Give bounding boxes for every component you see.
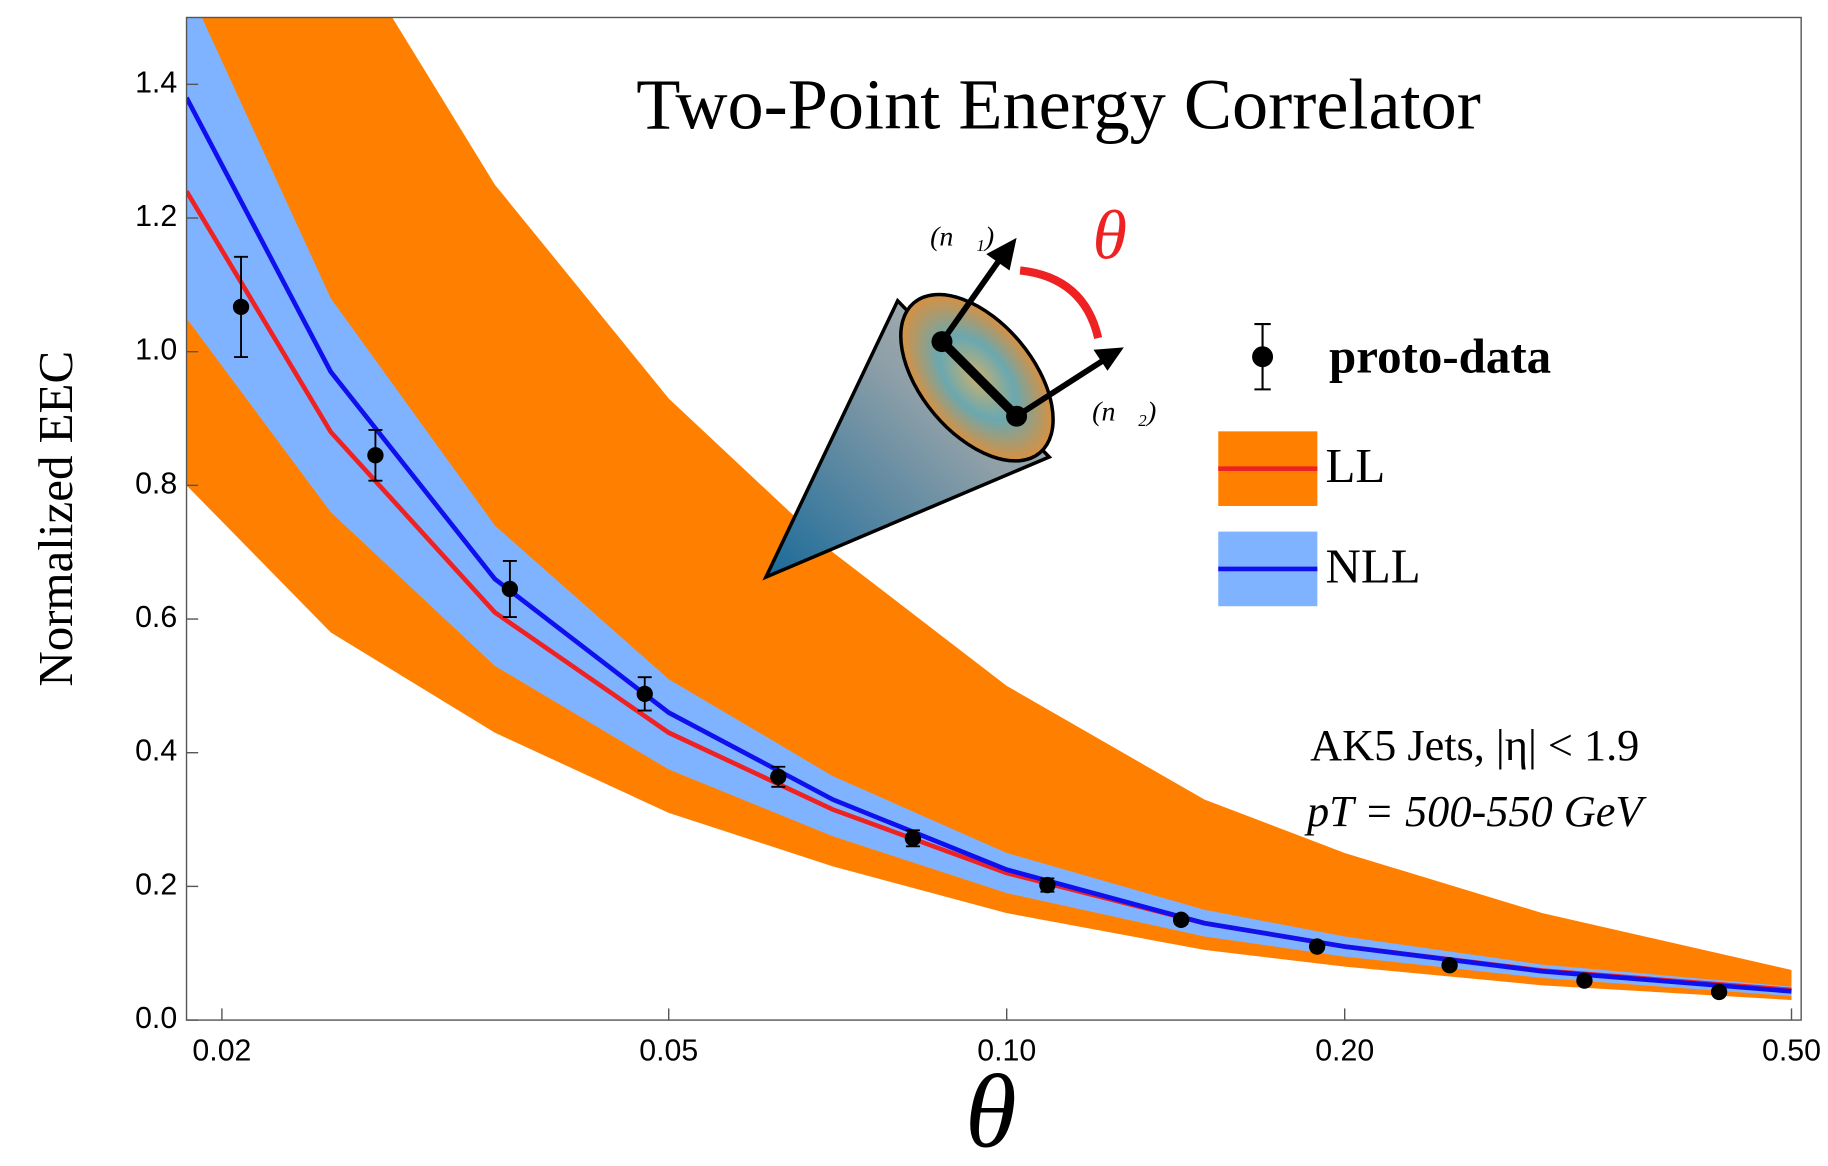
x-axis-label: θ xyxy=(965,1054,1017,1166)
data-point xyxy=(1710,983,1728,1001)
connector xyxy=(938,338,1020,420)
legend: proto-data LL NLL xyxy=(1218,323,1551,607)
data-point xyxy=(904,830,922,847)
diagram-label: ℰ(n⃗₂) xyxy=(1070,396,1156,427)
data-point xyxy=(367,447,384,464)
data-point xyxy=(501,580,519,598)
chart-title: Two-Point Energy Correlator xyxy=(636,64,1481,144)
band xyxy=(186,17,1792,1001)
axes: 0.0 0.2 0.4 0.6 0.8 1.0 1.2 1.4 0.02 0.05 0.10 0.20… xyxy=(135,66,1821,1067)
diagram-label: ℰ(n⃗₁) xyxy=(908,221,994,252)
x-tick-label: 0.50 xyxy=(1762,1035,1821,1068)
legend-symbol xyxy=(1252,346,1274,368)
y-tick-label: 0.2 xyxy=(135,868,177,901)
y-tick-label: 0.6 xyxy=(135,601,177,634)
data-point xyxy=(636,685,653,703)
chart-body: 0.0 0.2 0.4 0.6 0.8 1.0 1.2 1.4 0.02 0.05 0.10 0.20… xyxy=(28,16,1821,1166)
x-tick-label: 0.02 xyxy=(192,1035,251,1068)
y-axis-label: Normalized EEC xyxy=(28,351,83,687)
arrow xyxy=(939,257,1003,344)
x-tick-label: 0.05 xyxy=(639,1035,698,1068)
data-point xyxy=(1441,957,1458,974)
annotation: AK5 Jets, |η| < 1.9 xyxy=(1310,721,1639,770)
y-tick-label: 0.4 xyxy=(135,735,177,768)
diagram-label: θ xyxy=(1093,198,1127,275)
arrow-head xyxy=(986,237,1017,271)
data-point xyxy=(1172,911,1190,928)
data-point xyxy=(770,768,787,785)
bands xyxy=(186,17,1792,1001)
legend-label: LL xyxy=(1326,438,1386,493)
data-point xyxy=(1039,876,1056,894)
arrow-head xyxy=(1093,347,1124,371)
y-tick-label: 1.4 xyxy=(135,66,177,99)
cone-diagram: ℰ(n⃗₁) ℰ(n⃗₂) θ xyxy=(762,198,1156,581)
legend-label: NLL xyxy=(1326,538,1421,593)
y-tick-label: 1.0 xyxy=(135,334,177,367)
annotation: pT = 500-550 GeV xyxy=(1304,787,1647,836)
data-point xyxy=(1308,938,1326,955)
y-tick-label: 1.2 xyxy=(135,200,177,233)
x-tick-label: 0.20 xyxy=(1315,1035,1374,1068)
angle-arc xyxy=(1019,266,1103,340)
data-point xyxy=(232,298,250,316)
y-tick-label: 0.0 xyxy=(135,1002,177,1035)
x-tick-label: 0.10 xyxy=(977,1035,1036,1068)
plot-frame xyxy=(185,16,1802,1021)
arrow xyxy=(1014,358,1104,419)
points xyxy=(232,255,1728,1001)
legend-label: proto-data xyxy=(1329,329,1551,384)
y-tick-label: 0.8 xyxy=(135,467,177,500)
data-point xyxy=(1576,972,1593,989)
dot xyxy=(1006,405,1028,427)
dot xyxy=(931,331,953,353)
